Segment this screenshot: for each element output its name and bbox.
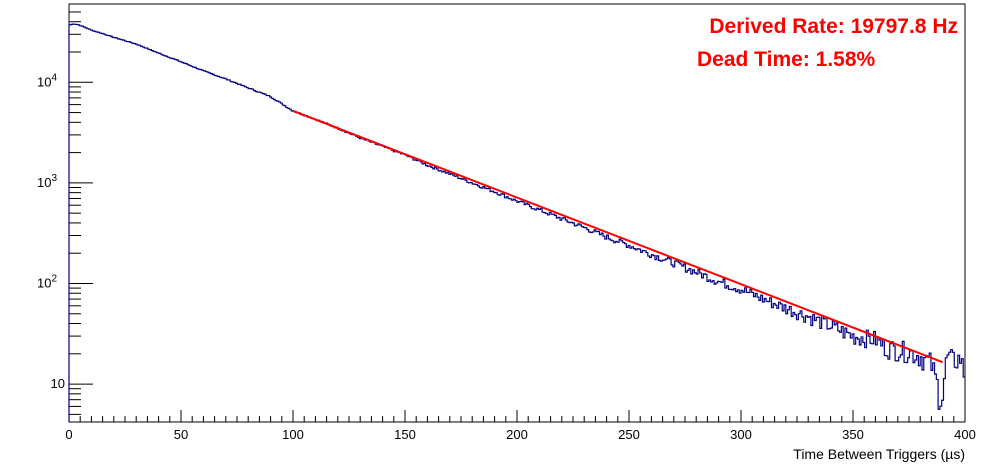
- y-major-ticks: [69, 81, 93, 385]
- x-tick-label: 0: [65, 427, 72, 442]
- x-tick-label: 100: [282, 427, 304, 442]
- x-tick-label: 400: [954, 427, 976, 442]
- dead-time-annotation: Dead Time: 1.58%: [697, 48, 876, 71]
- x-tick-label: 300: [730, 427, 752, 442]
- y-tick-label: 103: [37, 173, 57, 190]
- x-tick-labels: 0 50 100 150 200 250 300 350 400: [65, 427, 975, 442]
- x-tick-label: 250: [618, 427, 640, 442]
- y-tick-label: 102: [37, 273, 57, 290]
- derived-rate-annotation: Derived Rate: 19797.8 Hz: [709, 15, 958, 38]
- y-tick-labels: 10 102 103 104: [37, 72, 65, 391]
- histogram-series: [68, 23, 965, 422]
- x-minor-ticks: [79, 416, 955, 422]
- x-tick-label: 200: [506, 427, 528, 442]
- x-axis-title: Time Between Triggers (µs): [793, 446, 965, 462]
- y-minor-ticks: [69, 3, 81, 415]
- y-tick-label: 10: [51, 376, 65, 391]
- x-tick-label: 50: [174, 427, 188, 442]
- x-tick-label: 350: [842, 427, 864, 442]
- fit-curve: [292, 109, 943, 364]
- x-major-ticks: [68, 410, 966, 422]
- x-tick-label: 150: [394, 427, 416, 442]
- y-tick-label: 104: [37, 72, 57, 89]
